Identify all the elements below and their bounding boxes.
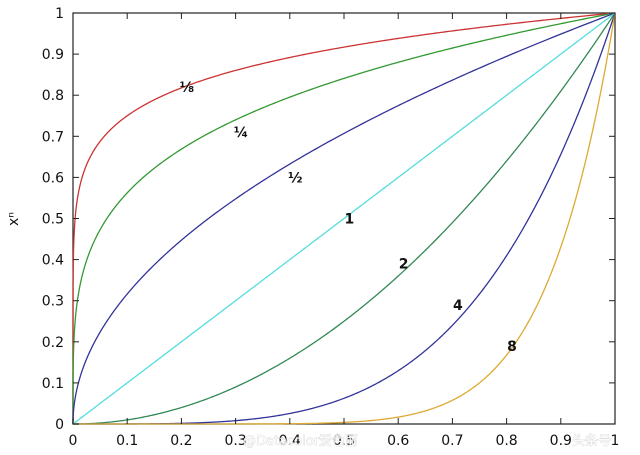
- series-line-2: [72, 12, 616, 424]
- x-tick-label: 0: [69, 433, 78, 449]
- ticks-group: [72, 12, 616, 425]
- x-tick-label: 1: [611, 433, 620, 449]
- y-tick-label: 0.1: [42, 376, 64, 392]
- x-tick-label: 0.5: [333, 433, 355, 449]
- y-axis-label: xⁿ: [6, 212, 22, 226]
- curve-label-4: 1: [345, 212, 355, 228]
- y-tick-label: 0.3: [42, 294, 64, 310]
- x-tick-label: 0.4: [279, 433, 301, 449]
- x-tick-label: 0.1: [116, 433, 138, 449]
- watermark: @Datacolor爱色丽 头条号: [243, 433, 612, 450]
- y-tick-label: 1: [55, 6, 64, 22]
- y-tick-label: 0.4: [42, 253, 64, 269]
- curve-label-6: 4: [453, 298, 463, 314]
- series-line-4: [72, 12, 616, 425]
- curve-labels-group: ⅛ ¼ ½ 1 2 4 8: [180, 80, 517, 355]
- curve-label-7: 8: [507, 339, 517, 355]
- watermark-text: @Datacolor爱色丽: [243, 433, 358, 449]
- y-tick-label: 0.2: [42, 335, 64, 351]
- y-tick-label: 0.8: [42, 88, 64, 104]
- curve-label-2: ¼: [234, 125, 249, 141]
- series-line-3: [72, 12, 616, 424]
- series-line-5: [73, 12, 616, 425]
- x-tick-label: 0.9: [550, 433, 572, 449]
- curve-label-3: ½: [288, 170, 303, 186]
- series-line-1: [72, 12, 616, 424]
- tick-labels-group: 0 0.1 0.2 0.3 0.4 0.5 0.6 0.7 0.8 0.9 1 0 0.1 0.2 0.3 0…: [42, 6, 620, 449]
- x-tick-label: 0.3: [224, 433, 246, 449]
- curve-label-1: ⅛: [180, 80, 195, 96]
- y-tick-label: 0.6: [42, 170, 64, 186]
- x-tick-label: 0.6: [387, 433, 409, 449]
- y-tick-label: 0.5: [42, 212, 64, 228]
- curve-label-5: 2: [399, 257, 409, 273]
- y-tick-label: 0: [55, 417, 64, 433]
- y-tick-label: 0.9: [42, 47, 64, 63]
- x-tick-label: 0.8: [495, 433, 517, 449]
- x-tick-label: 0.7: [441, 433, 463, 449]
- x-tick-label: 0.2: [170, 433, 192, 449]
- curves-group: [72, 12, 616, 425]
- watermark-brand: 头条号: [572, 433, 611, 449]
- y-tick-label: 0.7: [42, 129, 64, 145]
